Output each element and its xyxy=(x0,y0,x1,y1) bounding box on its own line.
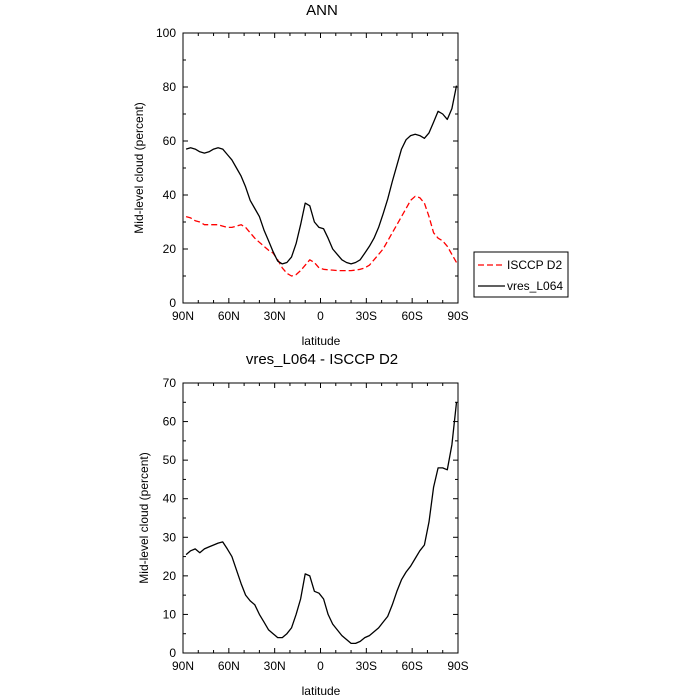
bottom-xtick-label: 90S xyxy=(447,659,468,673)
bottom-xtick-label: 0 xyxy=(317,659,324,673)
top-ytick-label: 80 xyxy=(163,80,177,94)
bottom-ytick-label: 40 xyxy=(163,492,177,506)
top-ytick-label: 40 xyxy=(163,188,177,202)
bottom-xtick-label: 60N xyxy=(218,659,240,673)
top-xtick-label: 90N xyxy=(172,309,194,323)
top-plot-ylabel: Mid-level cloud (percent) xyxy=(132,102,146,233)
top-xtick-label: 0 xyxy=(317,309,324,323)
bottom-plot-title: vres_L064 - ISCCP D2 xyxy=(246,351,398,368)
bottom-xtick-label: 30N xyxy=(264,659,286,673)
top-xtick-label: 30N xyxy=(264,309,286,323)
top-xtick-label: 60N xyxy=(218,309,240,323)
bottom-plot-xlabel: latitude xyxy=(302,684,341,698)
top-ytick-label: 60 xyxy=(163,134,177,148)
bottom-xtick-label: 90N xyxy=(172,659,194,673)
top-ytick-label: 0 xyxy=(169,296,176,310)
bottom-plot-ticks: 90N 60N 30N 0 30S 60S 90S 0 10 20 30 40 50 60 70 xyxy=(163,376,469,673)
legend: ISCCP D2 vres_L064 xyxy=(473,251,569,298)
bottom-ytick-label: 10 xyxy=(163,607,177,621)
bottom-xtick-label: 30S xyxy=(356,659,377,673)
bottom-plot-panel: vres_L064 - ISCCP D2 90N 60N 30N 0 30S 60S 90S… xyxy=(137,351,469,698)
top-series-line-vres-l064 xyxy=(185,85,458,265)
bottom-plot-frame xyxy=(182,382,459,654)
bottom-ytick-label: 50 xyxy=(163,453,177,467)
top-xtick-label: 30S xyxy=(356,309,377,323)
legend-label-isccp: ISCCP D2 xyxy=(507,258,562,272)
top-plot-frame xyxy=(182,32,459,304)
top-xtick-label: 90S xyxy=(447,309,468,323)
top-plot-ticks: 90N 60N 30N 0 30S 60S 90S 0 20 40 60 80 100 xyxy=(156,26,469,323)
bottom-series-line-vres-l064-isccp-d2 xyxy=(185,402,458,645)
legend-box xyxy=(473,251,569,298)
bottom-ytick-label: 60 xyxy=(163,415,177,429)
top-xtick-label: 60S xyxy=(401,309,422,323)
bottom-ytick-label: 30 xyxy=(163,530,177,544)
bottom-ytick-label: 0 xyxy=(169,646,176,660)
top-plot-xlabel: latitude xyxy=(302,334,341,348)
top-ytick-label: 100 xyxy=(156,26,176,40)
bottom-ytick-label: 70 xyxy=(163,376,177,390)
bottom-plot-series xyxy=(185,402,458,645)
legend-label-vres: vres_L064 xyxy=(507,279,563,293)
top-ytick-label: 20 xyxy=(163,242,177,256)
bottom-plot-ylabel: Mid-level cloud (percent) xyxy=(137,452,151,583)
top-plot-series xyxy=(185,85,458,277)
top-plot-panel: ANN 90N 60N 30N 0 30S 60S 90S 0 20 40 60 80 100 lati… xyxy=(132,2,569,348)
bottom-xtick-label: 60S xyxy=(401,659,422,673)
top-plot-title: ANN xyxy=(306,2,338,19)
bottom-ytick-label: 20 xyxy=(163,569,177,583)
top-series-line-isccp-d2 xyxy=(185,195,458,277)
